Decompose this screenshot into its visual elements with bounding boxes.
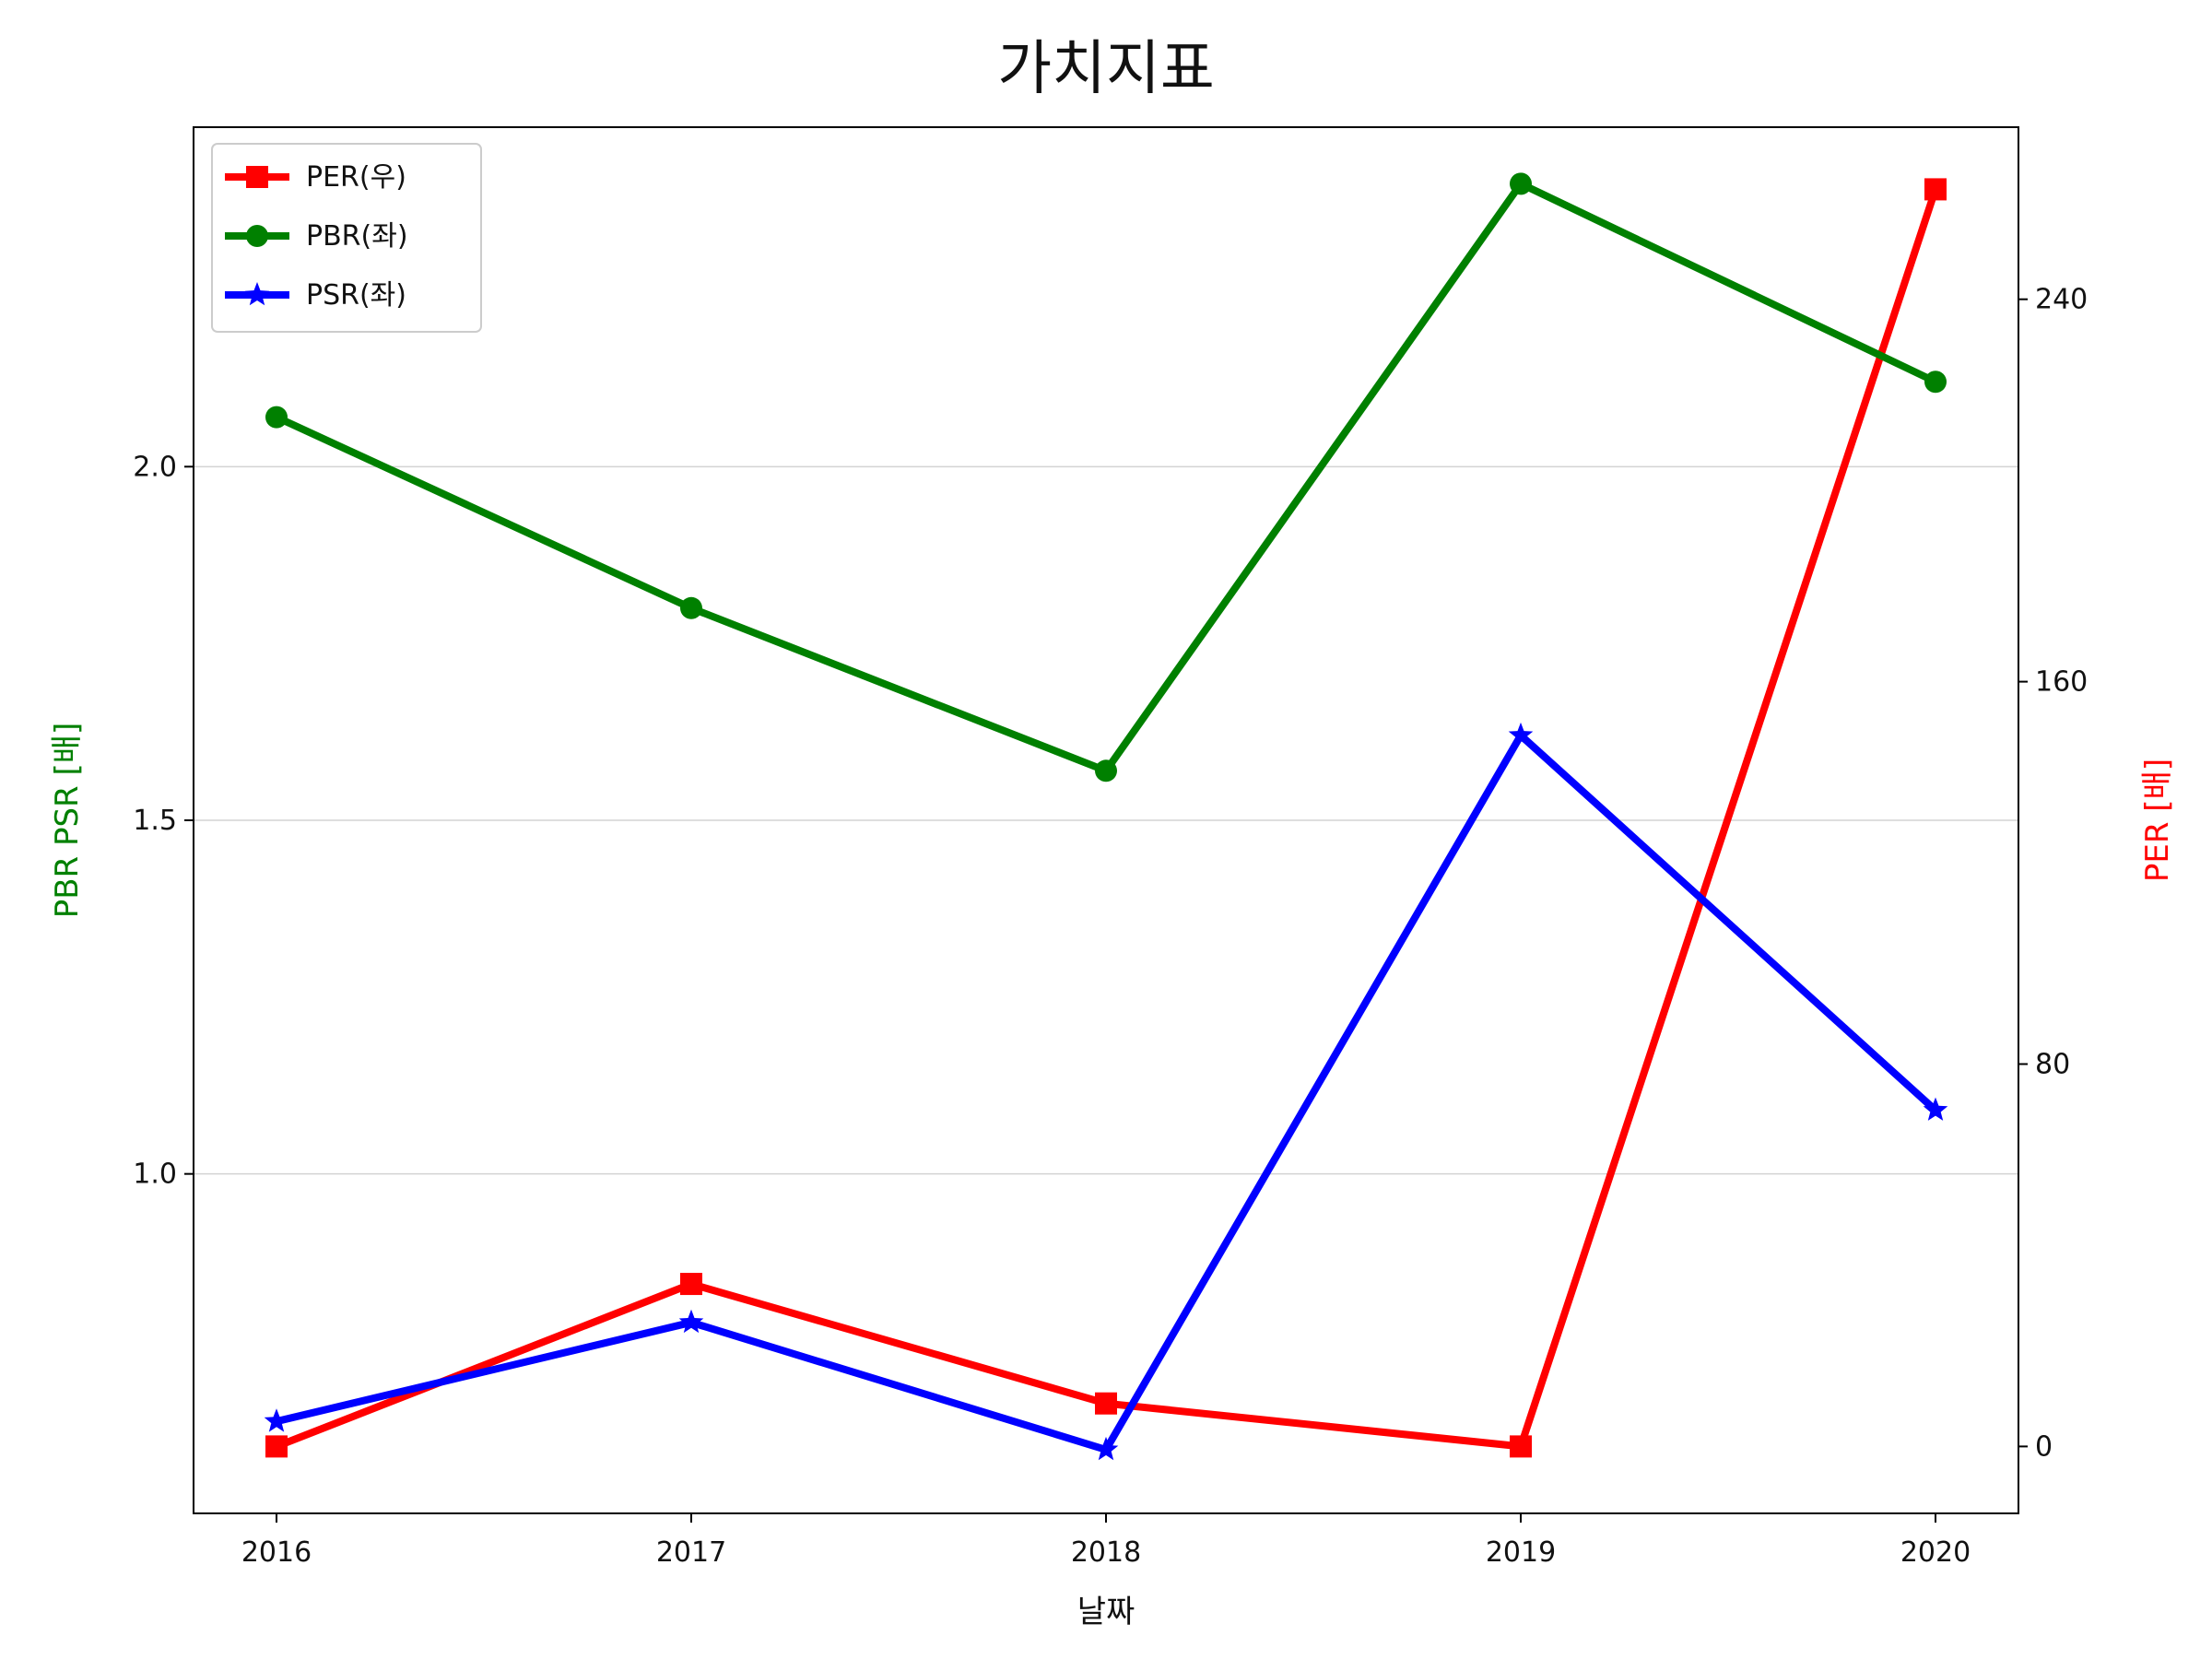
x-tick-label: 2017 bbox=[656, 1536, 726, 1569]
right-y-tick-label: 80 bbox=[2035, 1048, 2070, 1080]
legend-label: PBR(좌) bbox=[306, 220, 408, 253]
data-point bbox=[1924, 178, 1947, 201]
legend-swatch-marker bbox=[244, 282, 270, 306]
data-point bbox=[1924, 371, 1947, 394]
left-y-tick-label: 1.5 bbox=[133, 805, 177, 837]
x-tick-label: 2020 bbox=[1900, 1536, 1971, 1569]
data-point bbox=[1510, 172, 1532, 195]
data-point bbox=[1095, 759, 1117, 782]
ticks: 1.0 1.5 2.0 0 80 160 240 2016 2017 2018 2019 2020 bbox=[133, 284, 2088, 1569]
data-point bbox=[680, 1273, 702, 1296]
legend-swatch-marker bbox=[246, 225, 268, 247]
data-point bbox=[1093, 1436, 1119, 1461]
data-point bbox=[680, 596, 702, 619]
series-line bbox=[276, 731, 1938, 1453]
right-y-tick-label: 0 bbox=[2035, 1430, 2053, 1463]
left-y-tick-label: 2.0 bbox=[133, 451, 177, 483]
legend-label: PSR(좌) bbox=[306, 279, 406, 312]
x-tick-label: 2016 bbox=[241, 1536, 312, 1569]
series-line bbox=[275, 188, 1939, 1451]
x-tick-label: 2018 bbox=[1071, 1536, 1141, 1569]
legend-box bbox=[211, 143, 482, 333]
chart-title: 가치지표 bbox=[997, 35, 1215, 103]
x-axis-label: 날짜 bbox=[1077, 1594, 1135, 1630]
right-y-tick-label: 160 bbox=[2035, 666, 2088, 699]
data-point bbox=[1095, 1392, 1117, 1415]
x-tick-label: 2019 bbox=[1486, 1536, 1556, 1569]
data-point bbox=[1923, 1097, 1948, 1121]
data-point bbox=[678, 1309, 704, 1334]
legend: PER(우) PBR(좌) PSR(좌) bbox=[211, 143, 482, 333]
series-line bbox=[275, 180, 1937, 775]
legend-swatch-marker bbox=[246, 166, 268, 188]
data-point bbox=[265, 1435, 288, 1458]
series-2 bbox=[264, 722, 1948, 1461]
right-y-axis-label: PER [배] bbox=[2139, 759, 2176, 882]
data-point bbox=[1508, 722, 1534, 747]
series-1 bbox=[265, 172, 1947, 782]
left-y-axis-label: PBR PSR [배] bbox=[49, 723, 86, 919]
data-point bbox=[264, 1408, 289, 1432]
right-y-tick-label: 240 bbox=[2035, 284, 2088, 316]
legend-label: PER(우) bbox=[306, 161, 406, 194]
left-y-tick-label: 1.0 bbox=[133, 1159, 177, 1191]
data-point bbox=[1510, 1435, 1532, 1458]
series-0 bbox=[265, 178, 1947, 1458]
series-layer bbox=[264, 172, 1948, 1461]
grid bbox=[194, 465, 2018, 1175]
data-point bbox=[265, 406, 288, 429]
